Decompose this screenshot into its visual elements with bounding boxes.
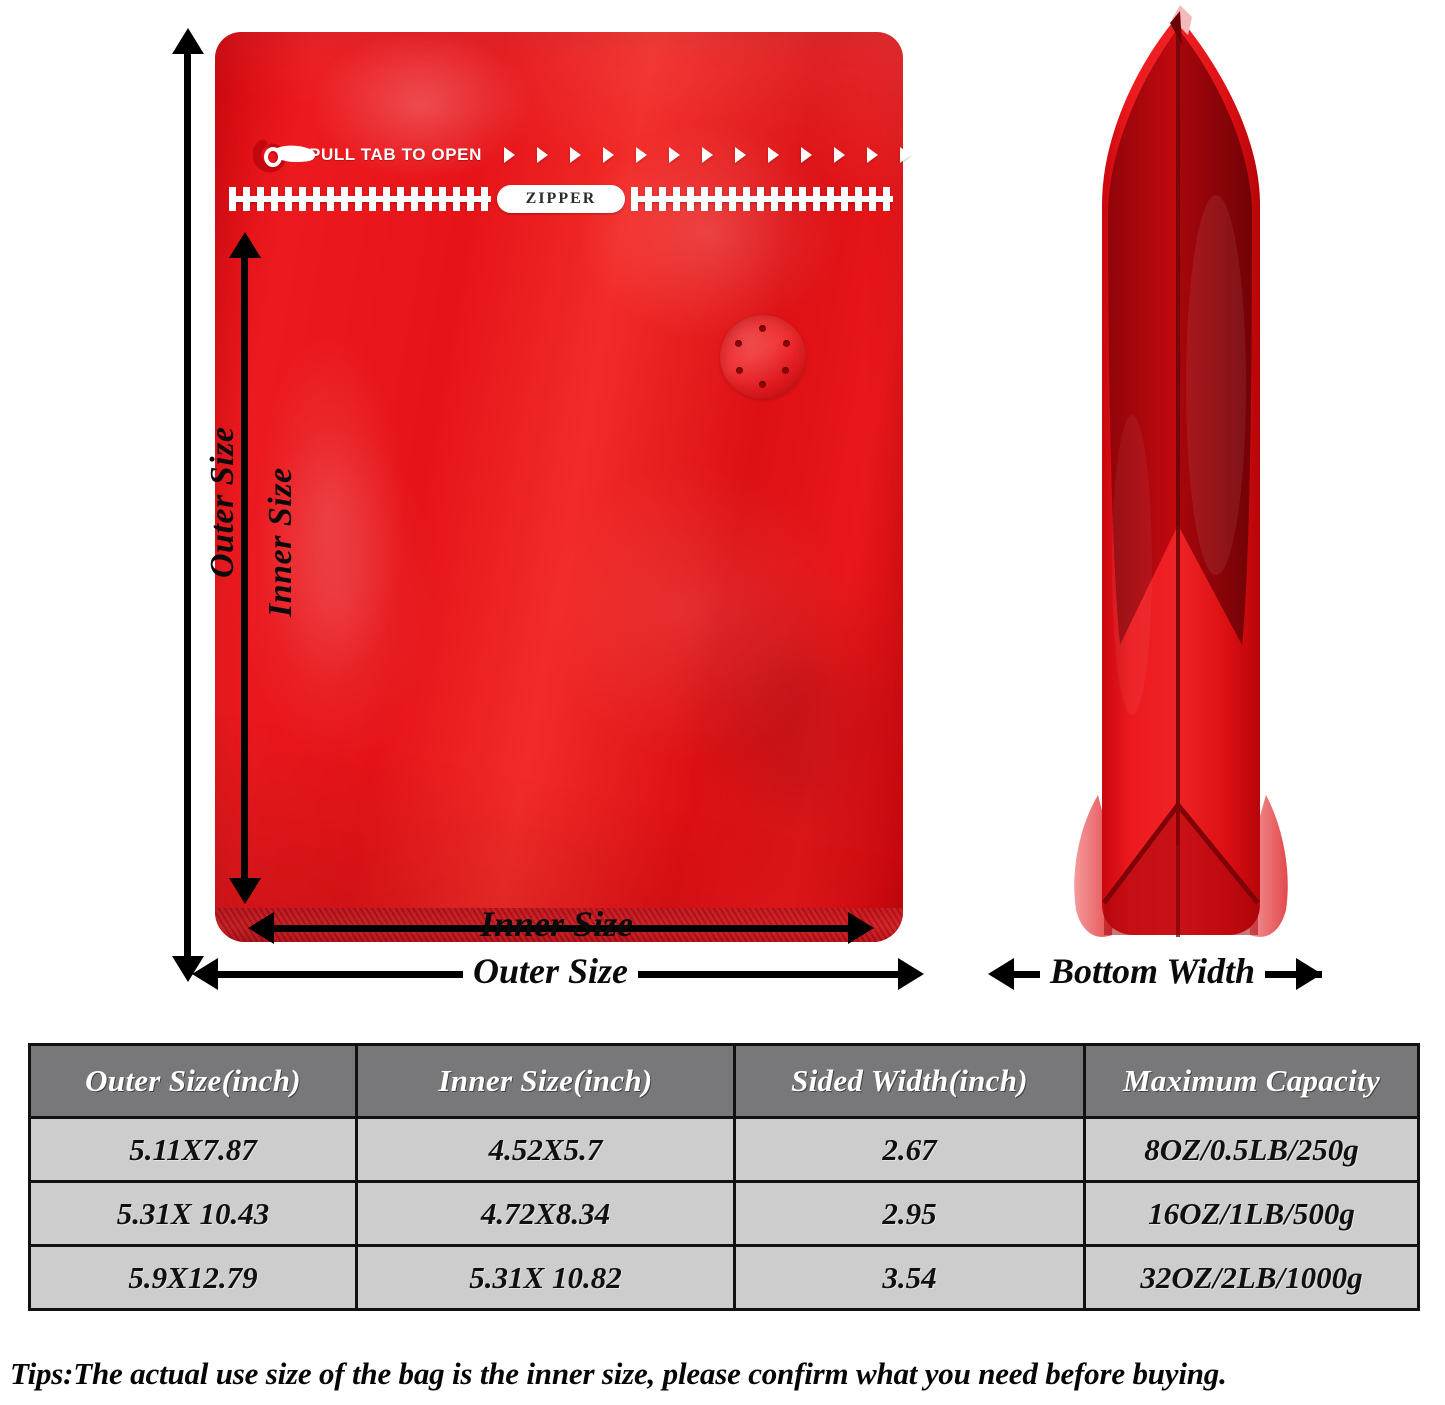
inner-size-h-arrow-shaft xyxy=(272,925,852,932)
cell-sided-width: 2.95 xyxy=(733,1180,1086,1247)
arrow-right-icon xyxy=(801,147,813,163)
zipper-pull-tab-icon xyxy=(253,139,316,173)
table-header-row: Outer Size(inch) Inner Size(inch) Sided … xyxy=(28,1043,1420,1119)
arrow-right-icon xyxy=(504,147,516,163)
highlight-sheen xyxy=(545,462,845,762)
degassing-valve-icon xyxy=(720,315,806,399)
cell-outer-size: 5.31X 10.43 xyxy=(28,1180,358,1247)
arrow-right-icon xyxy=(867,147,879,163)
gusset-interior-left xyxy=(1108,31,1178,645)
valve-hole xyxy=(782,367,789,374)
zipper-teeth-row: ZIPPER xyxy=(229,184,893,214)
table-row: 5.11X7.87 4.52X5.7 2.67 8OZ/0.5LB/250g xyxy=(28,1116,1420,1183)
outer-size-h-arrow-head-right xyxy=(898,958,924,990)
arrow-right-icon xyxy=(735,147,747,163)
arrow-right-icon xyxy=(669,147,681,163)
side-bag-image xyxy=(1020,5,1340,945)
valve-hole xyxy=(736,367,743,374)
valve-hole xyxy=(759,381,766,388)
cell-outer-size: 5.9X12.79 xyxy=(28,1244,358,1311)
arrow-right-icon xyxy=(570,147,582,163)
arrow-right-icon xyxy=(768,147,780,163)
inner-size-arrow-shaft xyxy=(241,256,248,882)
cell-inner-size: 4.52X5.7 xyxy=(355,1116,736,1183)
valve-hole xyxy=(759,325,766,332)
zipper-teeth-right xyxy=(631,187,893,211)
outer-size-arrow-head-top xyxy=(172,28,204,54)
body-highlight xyxy=(1186,195,1246,575)
inner-size-h-arrow-head-left xyxy=(248,912,274,944)
gusset-interior-right xyxy=(1178,31,1252,645)
body-highlight xyxy=(1112,415,1152,715)
cell-sided-width: 3.54 xyxy=(733,1244,1086,1311)
bottom-width-arrow-head-right xyxy=(1296,958,1322,990)
outer-size-arrow-shaft xyxy=(184,52,191,960)
arrow-right-icon xyxy=(702,147,714,163)
arrow-right-icon xyxy=(537,147,549,163)
bottom-gusset-triangle xyxy=(1104,805,1258,935)
cell-inner-size: 5.31X 10.82 xyxy=(355,1244,736,1311)
column-header-outer-size: Outer Size(inch) xyxy=(28,1043,358,1119)
arrow-right-icon xyxy=(636,147,648,163)
specification-table: Outer Size(inch) Inner Size(inch) Sided … xyxy=(28,1043,1420,1311)
cell-max-capacity: 8OZ/0.5LB/250g xyxy=(1083,1116,1420,1183)
pull-tab-label: PULL TAB TO OPEN xyxy=(309,145,483,164)
bottom-width-label: Bottom Width xyxy=(1040,950,1266,992)
column-header-sided-width: Sided Width(inch) xyxy=(733,1043,1086,1119)
cell-inner-size: 4.72X8.34 xyxy=(355,1180,736,1247)
column-header-max-capacity: Maximum Capacity xyxy=(1083,1043,1420,1119)
shadow-sheen xyxy=(685,632,915,932)
front-bag-image: PULL TAB TO OPEN xyxy=(215,32,915,942)
cell-max-capacity: 32OZ/2LB/1000g xyxy=(1083,1244,1420,1311)
product-diagram: PULL TAB TO OPEN xyxy=(172,5,1340,992)
tips-note: Tips:The actual use size of the bag is t… xyxy=(10,1356,1227,1391)
outer-size-horizontal-label: Outer Size xyxy=(463,950,639,992)
cell-max-capacity: 16OZ/1LB/500g xyxy=(1083,1180,1420,1247)
valve-hole xyxy=(735,340,742,347)
table-row: 5.31X 10.43 4.72X8.34 2.95 16OZ/1LB/500g xyxy=(28,1180,1420,1247)
bottom-width-arrow-head-left xyxy=(988,958,1014,990)
valve-hole xyxy=(783,340,790,347)
pull-tab-row: PULL TAB TO OPEN xyxy=(237,139,912,173)
column-header-inner-size: Inner Size(inch) xyxy=(355,1043,736,1119)
direction-arrow-group xyxy=(504,147,912,163)
arrow-right-icon xyxy=(603,147,615,163)
inner-size-vertical-label: Inner Size xyxy=(262,467,299,617)
zipper-assembly: PULL TAB TO OPEN xyxy=(215,132,912,224)
cell-sided-width: 2.67 xyxy=(733,1116,1086,1183)
bottom-gusset-fold-line xyxy=(1102,800,1260,905)
arrow-right-icon xyxy=(900,147,912,163)
top-peak-shadow xyxy=(1170,11,1182,45)
outer-size-h-arrow-head-left xyxy=(192,958,218,990)
zipper-teeth-left xyxy=(229,187,491,211)
outer-size-vertical-label: Outer Size xyxy=(204,426,241,578)
arrow-right-icon xyxy=(834,147,846,163)
zipper-badge: ZIPPER xyxy=(497,185,625,213)
inner-size-horizontal-label: Inner Size xyxy=(480,904,634,944)
top-peak-tip xyxy=(1172,5,1192,35)
table-row: 5.9X12.79 5.31X 10.82 3.54 32OZ/2LB/1000… xyxy=(28,1244,1420,1311)
cell-outer-size: 5.11X7.87 xyxy=(28,1116,358,1183)
inner-size-arrow-head-top xyxy=(229,232,261,258)
inner-size-arrow-head-bottom xyxy=(229,878,261,904)
inner-size-h-arrow-head-right xyxy=(848,912,874,944)
